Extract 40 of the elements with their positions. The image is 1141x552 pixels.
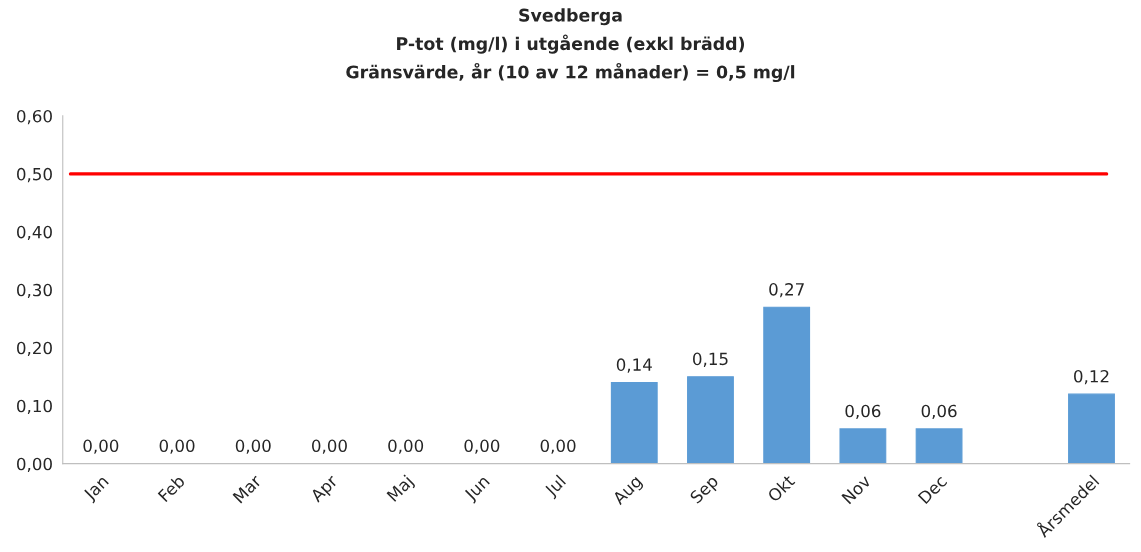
data-label: 0,15 [693, 352, 728, 367]
data-label: 0,00 [388, 439, 424, 454]
y-tick-label: 0,50 [17, 167, 52, 183]
data-label: 0,00 [159, 439, 195, 454]
x-tick-label: Mar [232, 473, 263, 504]
bar [610, 381, 658, 464]
data-label: 0,00 [464, 439, 500, 454]
x-tick-label: Jan [82, 474, 112, 504]
bar [915, 428, 963, 464]
bar [687, 376, 734, 464]
data-label: 0,27 [769, 283, 804, 298]
x-tick-label: Maj [386, 474, 416, 505]
y-tick-label: 0,60 [17, 109, 52, 125]
data-label: 0,12 [1074, 369, 1109, 385]
x-tick-label: Dec [917, 474, 948, 505]
data-label: 0,00 [540, 439, 576, 454]
x-tick-label: Jul [543, 474, 569, 500]
data-label: 0,00 [312, 439, 347, 454]
data-label: 0,00 [235, 439, 271, 454]
x-tick-label: Nov [841, 474, 872, 505]
y-tick-label: 0,10 [17, 399, 52, 414]
y-tick-label: 0,00 [17, 457, 52, 472]
bar [1068, 393, 1115, 464]
bar [763, 306, 811, 464]
chart-subtitle: P-tot (mg/l) i utgående (exkl brädd) Gränsvärde, år (10 av 12 månader) = 0,5 mg/l [346, 34, 795, 83]
x-tick-label: Apr [309, 473, 341, 506]
data-label: 0,06 [921, 404, 957, 420]
data-label: 0,00 [83, 439, 119, 454]
y-tick-label: 0,20 [17, 341, 52, 357]
x-tick-label: Aug [611, 474, 645, 508]
bar [839, 428, 887, 464]
y-tick-label: 0,30 [17, 283, 52, 299]
x-tick-label: Jun [463, 474, 493, 504]
data-label: 0,14 [616, 358, 652, 373]
data-label: 0,06 [845, 404, 881, 420]
y-tick-label: 0,40 [17, 225, 52, 241]
x-tick-label: Sep [689, 474, 722, 507]
chart-title: Svedberga [519, 8, 622, 26]
x-tick-label: Okt [766, 473, 796, 503]
x-tick-label: Feb [157, 474, 186, 503]
